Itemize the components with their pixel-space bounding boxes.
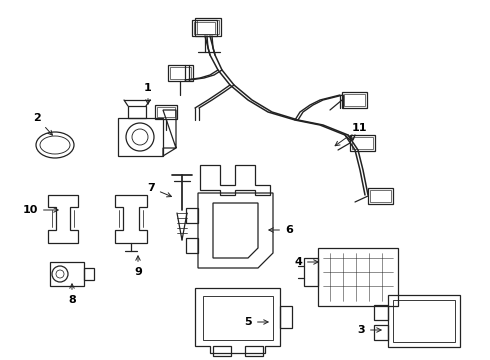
Bar: [128, 106, 146, 118]
Bar: [318, 248, 398, 306]
Bar: [374, 325, 388, 340]
Bar: [50, 262, 84, 286]
Text: 8: 8: [68, 284, 76, 305]
Bar: [192, 20, 217, 36]
Bar: [342, 92, 367, 108]
Bar: [245, 346, 263, 356]
Bar: [393, 300, 455, 342]
Bar: [170, 67, 191, 79]
Text: 10: 10: [23, 205, 58, 215]
Text: 9: 9: [134, 256, 142, 277]
Text: 7: 7: [147, 183, 172, 197]
Bar: [194, 22, 215, 34]
Bar: [388, 295, 460, 347]
Bar: [155, 105, 177, 119]
Bar: [344, 94, 365, 106]
Bar: [195, 18, 221, 36]
Bar: [370, 190, 391, 202]
Text: 5: 5: [245, 317, 268, 327]
Bar: [197, 20, 219, 34]
Text: 2: 2: [33, 113, 52, 135]
Text: 6: 6: [269, 225, 293, 235]
Bar: [213, 346, 231, 356]
Bar: [368, 188, 393, 204]
Text: 11: 11: [335, 123, 368, 146]
Bar: [352, 137, 373, 149]
Bar: [350, 135, 375, 151]
Bar: [84, 268, 94, 280]
Bar: [157, 107, 175, 117]
Text: 3: 3: [357, 325, 381, 335]
Bar: [168, 65, 193, 81]
Bar: [203, 296, 273, 340]
Bar: [374, 305, 388, 320]
Text: 4: 4: [294, 257, 318, 267]
Bar: [304, 258, 318, 286]
Text: 1: 1: [144, 83, 152, 104]
Bar: [280, 306, 292, 328]
